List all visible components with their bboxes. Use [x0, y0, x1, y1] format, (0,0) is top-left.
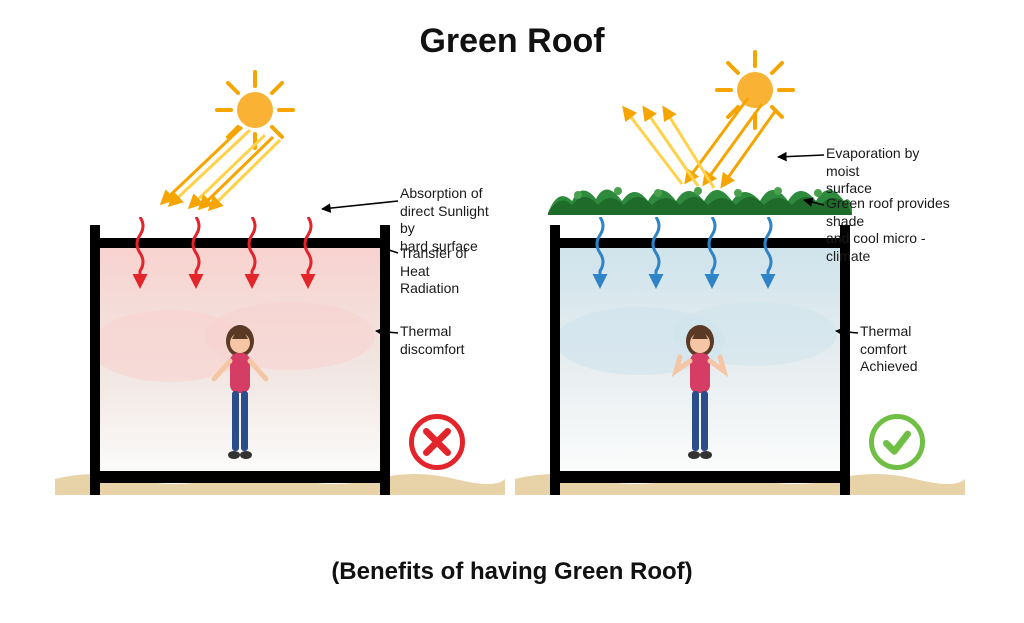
pillar-left-l: [90, 225, 100, 495]
pillar-right-r: [840, 225, 850, 495]
status-bad-icon: [409, 414, 465, 470]
panel-conventional-roof: Absorption of direct Sunlight by hard su…: [70, 105, 490, 525]
annot-provides-shade: Green roof provides shade and cool micro…: [826, 195, 950, 265]
cool-radiation-arrows: [570, 217, 830, 297]
pillar-right-l: [550, 225, 560, 495]
status-good-icon: [869, 414, 925, 470]
person-left: [210, 321, 270, 471]
panel-green-roof: Evaporation by moist surface Green roof …: [530, 105, 950, 525]
annot-discomfort: Thermal discomfort: [400, 323, 465, 358]
subtitle: (Benefits of having Green Roof): [0, 558, 1024, 586]
annot-evaporation: Evaporation by moist surface: [826, 145, 950, 198]
pillar-left-r: [380, 225, 390, 495]
heat-radiation-arrows: [110, 217, 370, 297]
annot-transfer: Transfer of Heat Radiation: [400, 245, 490, 298]
sun-rays-down-left: [130, 125, 330, 225]
annot-comfort: Thermal comfort Achieved: [860, 323, 950, 376]
person-right: [670, 321, 730, 471]
sun-rays-reflect: [590, 90, 810, 200]
page-title: Green Roof: [0, 22, 1024, 61]
